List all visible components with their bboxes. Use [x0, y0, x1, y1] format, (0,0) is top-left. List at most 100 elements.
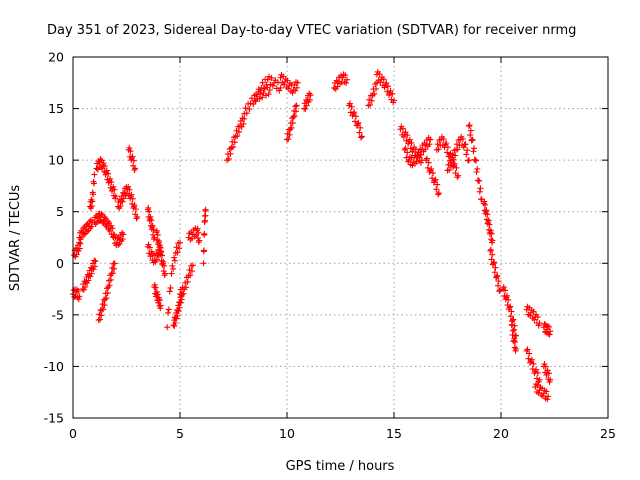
data-point [492, 264, 499, 271]
data-point [130, 157, 137, 164]
data-point [151, 281, 158, 288]
y-tick-labels: -15 -10 -5 0 5 10 15 20 [44, 50, 64, 426]
data-point [132, 165, 139, 172]
data-point [529, 366, 536, 373]
data-point [153, 256, 160, 263]
data-point [277, 84, 284, 91]
data-point [534, 369, 541, 376]
data-point [449, 151, 456, 158]
data-point [255, 86, 262, 93]
data-point [428, 165, 435, 172]
data-point [175, 308, 182, 315]
x-tick-label: 25 [600, 426, 616, 441]
data-point [108, 179, 115, 186]
data-point [201, 230, 208, 237]
data-point [195, 229, 202, 236]
data-point [264, 76, 271, 83]
data-point [243, 110, 250, 117]
data-point [407, 145, 414, 152]
data-point [470, 148, 477, 155]
data-point [342, 72, 349, 79]
data-point [111, 260, 118, 267]
data-point [149, 222, 156, 229]
data-point [180, 290, 187, 297]
data-point [269, 82, 276, 89]
data-point [266, 73, 273, 80]
data-point [406, 136, 413, 143]
data-point [177, 299, 184, 306]
data-point [288, 124, 295, 131]
data-point [377, 79, 384, 86]
data-point [426, 141, 433, 148]
data-point [231, 139, 238, 146]
x-axis-label: GPS time / hours [286, 459, 395, 474]
data-point [158, 248, 165, 255]
data-point [152, 284, 159, 291]
data-point [277, 74, 284, 81]
data-point [92, 258, 99, 265]
data-point [389, 90, 396, 97]
data-point [429, 175, 436, 182]
data-point [408, 139, 415, 146]
data-point [156, 238, 163, 245]
data-point [531, 316, 538, 323]
data-point [524, 346, 531, 353]
data-point [159, 252, 166, 259]
data-point [366, 96, 373, 103]
data-point [146, 208, 153, 215]
data-point [87, 273, 94, 280]
data-point [261, 85, 268, 92]
data-point [484, 211, 491, 218]
data-point [417, 151, 424, 158]
data-point [474, 165, 481, 172]
data-point [547, 376, 554, 383]
data-point [488, 230, 495, 237]
data-point [404, 149, 411, 156]
data-point [160, 268, 167, 275]
data-point [487, 247, 494, 254]
y-tick-label: 0 [56, 256, 64, 271]
data-point [495, 282, 502, 289]
data-point [234, 132, 241, 139]
data-point [384, 88, 391, 95]
data-point [526, 350, 533, 357]
data-point [171, 257, 178, 264]
data-point [129, 195, 136, 202]
data-point [267, 81, 274, 88]
data-point [466, 122, 473, 129]
data-point [96, 316, 103, 323]
data-point [352, 118, 359, 125]
data-point [545, 323, 552, 330]
data-point [356, 129, 363, 136]
data-point [119, 236, 126, 243]
data-point [368, 97, 375, 104]
data-point [91, 171, 98, 178]
data-point [488, 236, 495, 243]
data-point [380, 76, 387, 83]
data-point [76, 245, 83, 252]
data-point [242, 105, 249, 112]
data-point [275, 79, 282, 86]
data-point [148, 217, 155, 224]
data-point [84, 228, 91, 235]
data-point [533, 375, 540, 382]
data-point [100, 160, 107, 167]
axis-ticks [72, 56, 609, 419]
data-point [391, 97, 397, 104]
data-point [541, 321, 548, 328]
data-point [292, 103, 299, 110]
data-point [126, 144, 133, 151]
data-point [157, 302, 164, 309]
data-point [472, 157, 479, 164]
data-point [165, 306, 172, 313]
data-point [545, 370, 552, 377]
y-tick-label: -10 [44, 359, 64, 374]
data-point [512, 345, 519, 352]
data-point [491, 269, 498, 276]
y-axis-label: SDTVAR / TECUs [8, 185, 23, 292]
data-point [119, 198, 126, 205]
data-point [174, 312, 181, 319]
x-tick-label: 20 [493, 426, 509, 441]
data-point [502, 287, 509, 294]
data-point [546, 331, 553, 338]
